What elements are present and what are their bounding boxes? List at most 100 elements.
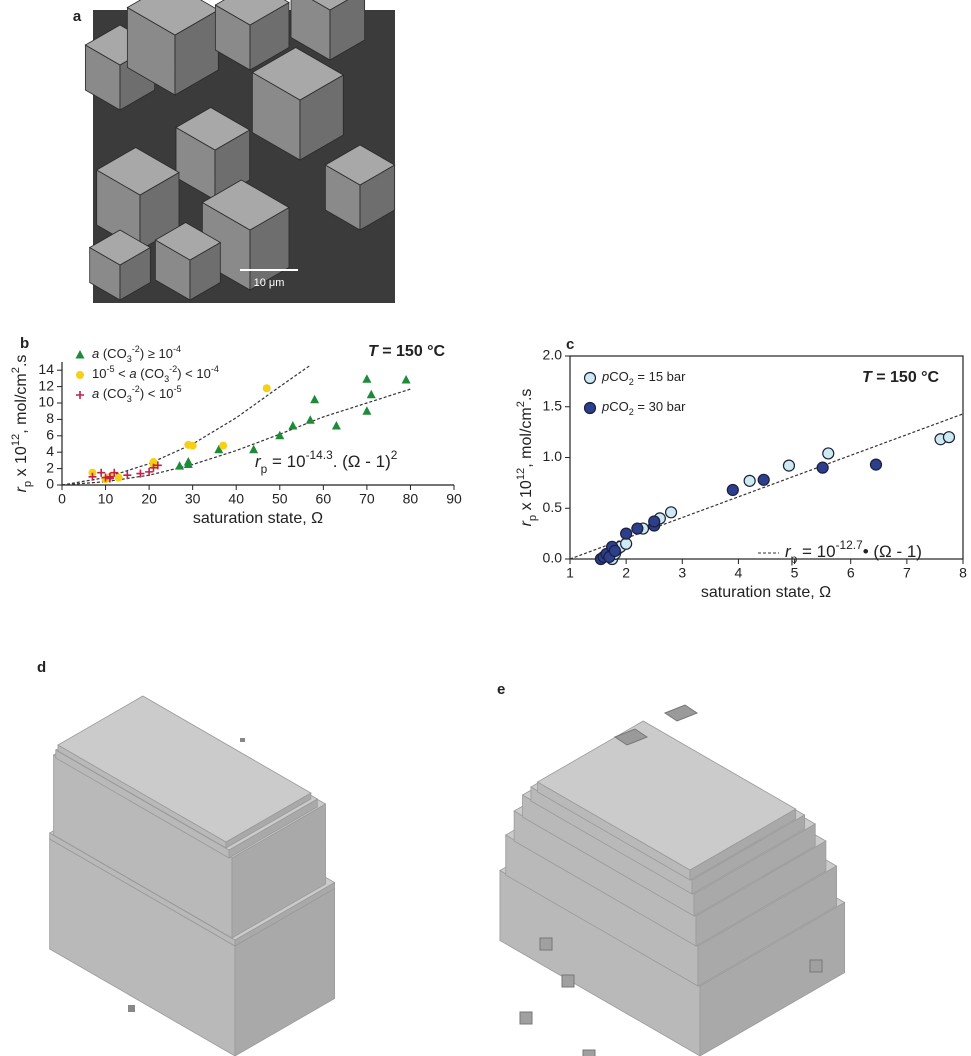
text-part: -4 <box>211 364 219 374</box>
text-part: = 10 <box>267 452 305 471</box>
text-part: = 10 <box>797 542 835 561</box>
text-part: .s <box>518 389 535 401</box>
x-tick-label: 0 <box>58 491 66 507</box>
text-part: , mol/cm <box>518 407 535 467</box>
text-part: p <box>601 399 609 414</box>
y-tick-label: 0 <box>46 476 54 492</box>
legend-marker <box>76 350 85 359</box>
circle-marker <box>758 474 769 485</box>
text-part: .s <box>13 355 30 367</box>
etch-pit <box>128 1005 135 1012</box>
text-part: a <box>92 386 99 401</box>
legend-label: pCO2 = 30 bar <box>601 399 686 417</box>
triangle-marker <box>184 457 193 466</box>
circle-marker <box>870 459 881 470</box>
legend-marker <box>76 391 84 399</box>
text-part: = 150 °C <box>872 369 940 386</box>
triangle-marker <box>306 415 315 424</box>
text-part: (CO <box>99 346 126 361</box>
x-tick-label: 60 <box>316 491 332 507</box>
text-part: CO <box>609 369 629 384</box>
y-tick-label: 1.5 <box>543 397 563 413</box>
legend-marker <box>585 403 596 414</box>
y-tick-label: 8 <box>46 410 54 426</box>
x-tick-label: 6 <box>847 565 855 581</box>
text-part: -12.7 <box>836 538 863 552</box>
x-tick-label: 30 <box>185 491 201 507</box>
text-part: CO <box>609 399 629 414</box>
x-tick-label: 70 <box>359 491 375 507</box>
text-part: x 10 <box>13 446 30 481</box>
triangle-marker <box>310 395 319 404</box>
y-axis-label: rp x 1012, mol/cm2.s <box>10 355 34 493</box>
text-part: a <box>129 366 136 381</box>
panel-label: a <box>73 8 82 25</box>
x-tick-label: 2 <box>622 565 630 581</box>
circle-marker <box>649 516 660 527</box>
text-part: , mol/cm <box>13 373 30 433</box>
y-tick-label: 2 <box>46 459 54 475</box>
x-axis-label: saturation state, Ω <box>193 510 323 527</box>
panel-label: b <box>20 335 29 352</box>
y-tick-label: 0.0 <box>543 550 563 566</box>
x-tick-label: 90 <box>446 491 462 507</box>
circle-marker <box>115 474 123 482</box>
text-part: = 150 °C <box>378 343 446 360</box>
y-tick-label: 1.0 <box>543 448 563 464</box>
text-part: 2 <box>391 448 398 462</box>
annotation: T = 150 °C <box>368 343 446 360</box>
legend-marker <box>585 373 596 384</box>
annotation: rp = 10-14.3. (Ω - 1)2 <box>255 448 398 476</box>
plus-marker <box>123 471 131 479</box>
text-part: -2 <box>132 344 140 354</box>
triangle-marker <box>175 461 184 470</box>
etch-pit <box>240 738 245 742</box>
legend-label: a (CO3-2) < 10-5 <box>92 384 182 404</box>
triangle-marker <box>288 421 297 430</box>
y-tick-label: 12 <box>38 377 54 393</box>
text-part: -2 <box>132 384 140 394</box>
text-part: ) < 10 <box>140 386 174 401</box>
text-part: 3 <box>164 374 169 384</box>
triangle-marker <box>367 390 376 399</box>
x-tick-label: 8 <box>959 565 967 581</box>
text-part: 10 <box>92 366 106 381</box>
y-tick-label: 6 <box>46 427 54 443</box>
triangle-marker <box>402 375 411 384</box>
circle-marker <box>189 442 197 450</box>
x-axis-label: saturation state, Ω <box>701 584 831 601</box>
legend-label: a (CO3-2) ≥ 10-4 <box>92 344 181 364</box>
x-tick-label: 10 <box>98 491 114 507</box>
text-part: 3 <box>127 394 132 404</box>
etch-pit <box>520 1012 532 1024</box>
text-part: 12 <box>10 434 22 446</box>
x-tick-label: 80 <box>403 491 419 507</box>
triangle-marker <box>332 421 341 430</box>
etch-pit <box>583 1050 595 1056</box>
etch-pit <box>810 960 822 972</box>
triangle-marker <box>362 374 371 383</box>
circle-marker <box>632 523 643 534</box>
circle-marker <box>943 432 954 443</box>
y-tick-label: 2.0 <box>543 347 563 363</box>
text-part: (CO <box>99 386 126 401</box>
annotation: T = 150 °C <box>862 369 940 386</box>
circle-marker <box>263 384 271 392</box>
scale-bar-label: 10 μm <box>254 277 285 289</box>
x-tick-label: 7 <box>903 565 911 581</box>
text-part: ) ≥ 10 <box>140 346 173 361</box>
circle-marker <box>621 538 632 549</box>
x-tick-label: 4 <box>735 565 743 581</box>
text-part: . (Ω - 1) <box>333 452 391 471</box>
panel-label: c <box>566 336 574 353</box>
y-tick-label: 10 <box>38 394 54 410</box>
legend-label: 10-5 < a (CO3-2) < 10-4 <box>92 364 219 384</box>
y-tick-label: 0.5 <box>543 499 563 515</box>
text-part: (CO <box>137 366 164 381</box>
y-tick-label: 14 <box>38 361 54 377</box>
circle-marker <box>744 475 755 486</box>
text-part: = 15 bar <box>634 369 686 384</box>
x-tick-label: 40 <box>228 491 244 507</box>
triangle-marker <box>362 406 371 415</box>
text-part: a <box>92 346 99 361</box>
